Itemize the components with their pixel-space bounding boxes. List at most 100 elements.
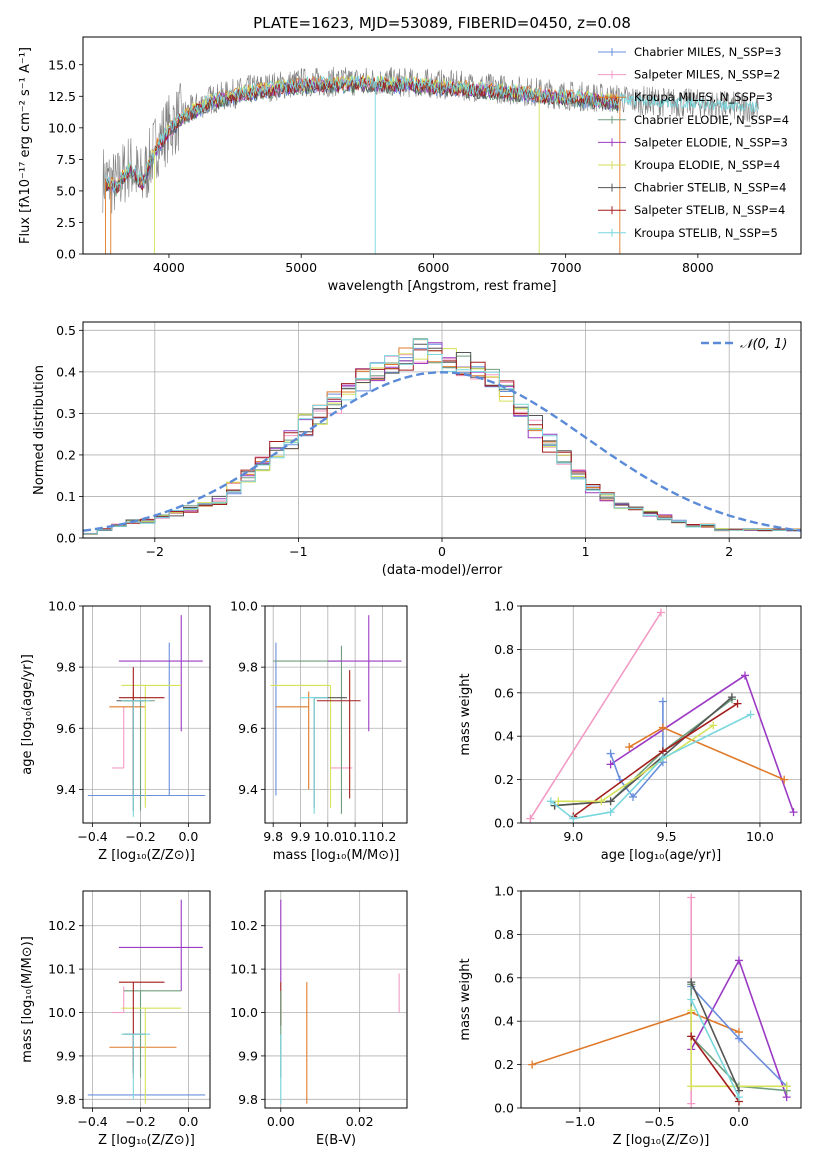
data-point: [687, 1082, 696, 1091]
x-tick-label: 7000: [550, 260, 582, 275]
data-point: [734, 1034, 743, 1043]
histogram-step-line: [83, 338, 801, 535]
data-point: [734, 1093, 743, 1102]
legend-entry: Kroupa STELIB, N_SSP=5: [634, 226, 778, 240]
x-tick-label: −0.5: [644, 1114, 674, 1129]
x-tick-label: 10.1: [341, 829, 369, 844]
y-tick-label: 5.0: [56, 183, 76, 198]
y-tick-label: 0.2: [56, 447, 76, 462]
data-point: [606, 808, 615, 817]
x-tick-label: 2: [725, 544, 733, 559]
data-point: [734, 956, 743, 965]
x-tick-label: 9.5: [657, 829, 677, 844]
data-point: [727, 693, 736, 702]
model-spectrum-line: [105, 75, 619, 191]
y-tick-label: 0.6: [494, 685, 514, 700]
y-tick-label: 15.0: [48, 57, 76, 72]
y-tick-label: 0.1: [56, 489, 76, 504]
data-point: [528, 1060, 537, 1069]
data-point: [741, 671, 749, 680]
plot-area: [102, 66, 759, 254]
plot-area: [83, 338, 801, 535]
y-tick-label: 10.0: [48, 599, 76, 614]
data-point: [746, 710, 755, 719]
series-line: [529, 612, 662, 820]
axes-frame: [82, 321, 802, 539]
x-tick-label: 0.00: [267, 1114, 295, 1129]
x-axis-label: Z [log₁₀(Z/Z⊙)]: [613, 1133, 710, 1148]
x-tick-label: −1.0: [565, 1114, 595, 1129]
legend-entry: Salpeter ELODIE, N_SSP=3: [634, 135, 788, 149]
x-tick-label: 9.0: [563, 829, 583, 844]
data-point: [658, 723, 667, 732]
data-point: [554, 797, 563, 806]
data-point: [780, 775, 789, 784]
axes-frame: [520, 890, 802, 1109]
x-axis-label: wavelength [Angstrom, rest frame]: [328, 279, 557, 294]
y-axis-label: mass weight: [458, 958, 473, 1040]
x-axis-label: E(B-V): [316, 1133, 356, 1148]
data-point: [687, 978, 696, 987]
x-tick-label: 0.0: [178, 829, 198, 844]
panel-spectrum: 4000 5000 6000 7000 8000 0.0 2.5 5.0 7.5 10.0 12.5…: [18, 36, 802, 294]
x-tick-label: 10.2: [369, 829, 397, 844]
x-tick-label: 6000: [417, 260, 449, 275]
data-point: [629, 792, 637, 801]
y-axis-label: mass [log₁₀(M/M⊙)]: [20, 936, 35, 1063]
data-point: [687, 1006, 696, 1015]
data-point: [606, 760, 615, 769]
legend: 𝒩(0, 1): [701, 337, 787, 352]
x-tick-label: 0.02: [346, 1114, 374, 1129]
figure-title: PLATE=1623, MJD=53089, FIBERID=0450, z=0…: [253, 14, 631, 32]
series-line: [690, 999, 740, 1098]
y-tick-label: 0.0: [56, 531, 76, 546]
y-tick-label: 0.4: [494, 729, 514, 744]
y-tick-label: 0.3: [56, 406, 76, 421]
y-tick-label: 9.6: [56, 721, 76, 736]
data-point: [625, 743, 634, 752]
y-tick-label: 0.6: [494, 970, 514, 985]
axes-frame: [82, 605, 211, 824]
data-point: [546, 797, 555, 806]
y-tick-label: 2.5: [56, 215, 76, 230]
y-tick-label: 12.5: [48, 89, 76, 104]
y-tick-label: 0.2: [494, 772, 514, 787]
y-axis-label: Flux [fλ10⁻¹⁷ erg cm⁻² s⁻¹ A⁻¹]: [18, 47, 33, 244]
x-axis-label: (data-model)/error: [382, 563, 503, 578]
y-tick-label: 1.0: [494, 599, 514, 614]
plot-area: [87, 615, 206, 817]
data-point: [789, 808, 798, 817]
panel-z-vs-weight: −1.0 −0.5 0.0 0.0 0.2 0.4 0.6 0.8 1.0 Z [log₁₀(Z/…: [458, 884, 802, 1148]
data-point: [687, 893, 696, 902]
data-point: [606, 749, 615, 758]
y-tick-label: 0.8: [494, 927, 514, 942]
legend-entry: Kroupa MILES, N_SSP=3: [634, 90, 773, 104]
legend-entry: Chabrier STELIB, N_SSP=4: [634, 181, 786, 195]
x-tick-label: 9.9: [291, 829, 311, 844]
data-point: [657, 608, 665, 617]
data-point: [526, 814, 535, 823]
data-point: [569, 814, 578, 823]
y-tick-label: 10.2: [48, 918, 76, 933]
x-tick-label: −0.4: [77, 1114, 107, 1129]
y-tick-label: 7.5: [56, 152, 76, 167]
axes-frame: [82, 890, 211, 1109]
x-tick-label: 8000: [682, 260, 714, 275]
panel-ebv-vs-mass: 0.00 0.02 9.8 9.9 10.0 10.1 10.2 E(B-V): [230, 890, 408, 1148]
x-axis-label: Z [log₁₀(Z/Z⊙)]: [98, 848, 195, 863]
axes-frame: [82, 36, 802, 255]
data-point: [658, 697, 667, 706]
legend-entry: Chabrier MILES, N_SSP=3: [634, 45, 781, 59]
data-point: [606, 797, 615, 806]
data-point: [782, 1082, 791, 1091]
y-tick-label: 9.9: [238, 1048, 258, 1063]
plot-area: [280, 899, 400, 1104]
legend-entry: Kroupa ELODIE, N_SSP=4: [634, 158, 780, 172]
plot-area: [528, 893, 791, 1108]
series-line: [690, 981, 740, 1091]
y-tick-label: 9.4: [56, 782, 76, 797]
x-tick-label: −1: [289, 544, 307, 559]
y-axis-label: age [log₁₀(age/yr)]: [20, 654, 35, 775]
data-point: [687, 995, 696, 1004]
